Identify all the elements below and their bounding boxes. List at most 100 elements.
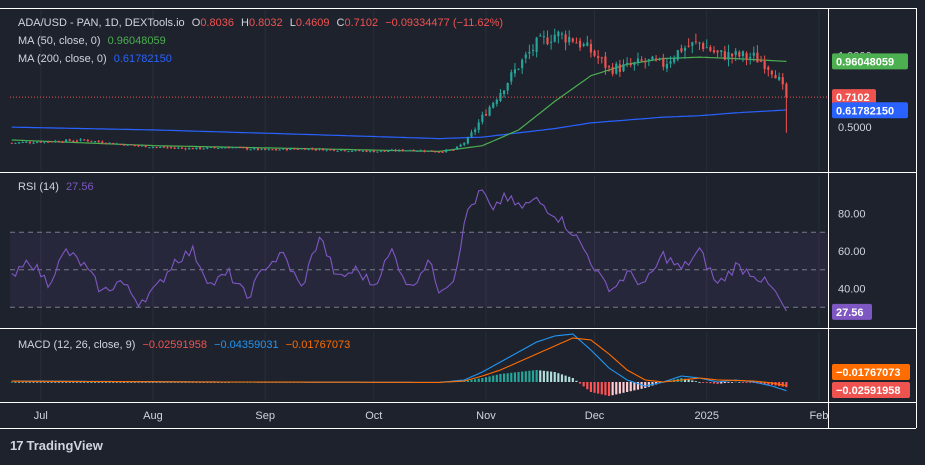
macd-histogram-bar[interactable] xyxy=(568,376,571,382)
candle[interactable] xyxy=(336,150,339,152)
candle[interactable] xyxy=(202,147,205,150)
candle[interactable] xyxy=(495,98,498,107)
candle[interactable] xyxy=(474,127,477,136)
candle[interactable] xyxy=(687,38,690,48)
macd-histogram-bar[interactable] xyxy=(597,382,600,394)
candle[interactable] xyxy=(550,34,553,50)
macd-histogram-bar[interactable] xyxy=(542,370,545,382)
macd-histogram-bar[interactable] xyxy=(108,381,111,383)
macd-histogram-bar[interactable] xyxy=(155,381,158,383)
candle[interactable] xyxy=(104,142,108,145)
candle[interactable] xyxy=(358,149,361,152)
macd-histogram-bar[interactable] xyxy=(698,382,701,383)
candle[interactable] xyxy=(702,41,705,52)
macd-histogram-bar[interactable] xyxy=(767,382,770,385)
candle[interactable] xyxy=(213,146,216,149)
candle[interactable] xyxy=(253,147,256,151)
candle[interactable] xyxy=(441,151,444,153)
candle[interactable] xyxy=(249,148,252,151)
candle[interactable] xyxy=(220,146,223,149)
candle[interactable] xyxy=(437,151,440,153)
macd-histogram-bar[interactable] xyxy=(14,381,17,383)
candle[interactable] xyxy=(419,149,422,152)
macd-histogram-bar[interactable] xyxy=(79,381,82,383)
macd-histogram-bar[interactable] xyxy=(159,381,162,383)
candle[interactable] xyxy=(654,55,658,62)
macd-histogram-bar[interactable] xyxy=(57,381,60,383)
macd-histogram-bar[interactable] xyxy=(484,377,488,382)
macd-histogram-bar[interactable] xyxy=(626,382,629,392)
macd-histogram-bar[interactable] xyxy=(17,381,21,383)
macd-histogram-bar[interactable] xyxy=(575,380,578,382)
candle[interactable] xyxy=(510,69,513,85)
macd-histogram-bar[interactable] xyxy=(43,381,46,383)
rsi-line[interactable] xyxy=(11,189,787,312)
candle[interactable] xyxy=(332,149,336,152)
macd-histogram-bar[interactable] xyxy=(130,381,133,383)
candle[interactable] xyxy=(101,140,104,144)
candle[interactable] xyxy=(553,28,556,43)
candle[interactable] xyxy=(709,45,712,53)
macd-histogram-bar[interactable] xyxy=(636,382,640,390)
tradingview-brand[interactable]: 17 TradingView xyxy=(10,438,103,453)
candle[interactable] xyxy=(571,37,574,44)
candle[interactable] xyxy=(271,149,274,151)
macd-histogram-bar[interactable] xyxy=(564,375,567,382)
candle[interactable] xyxy=(401,148,404,152)
candle[interactable] xyxy=(256,148,260,151)
macd-histogram-bar[interactable] xyxy=(615,382,618,395)
ma200-price-pill[interactable]: 0.61782150 xyxy=(832,102,908,119)
candle[interactable] xyxy=(32,141,35,144)
candle[interactable] xyxy=(75,139,79,143)
macd-histogram-bar[interactable] xyxy=(687,379,690,382)
candle[interactable] xyxy=(676,49,679,62)
candle[interactable] xyxy=(680,44,683,54)
candle[interactable] xyxy=(524,51,527,64)
macd-histogram-bar[interactable] xyxy=(524,371,527,382)
macd-histogram-bar[interactable] xyxy=(488,376,491,382)
macd-histogram-bar[interactable] xyxy=(531,370,535,382)
candle[interactable] xyxy=(191,147,194,150)
candle[interactable] xyxy=(756,45,759,63)
candle[interactable] xyxy=(774,70,777,79)
macd-histogram-bar[interactable] xyxy=(506,373,509,382)
candle[interactable] xyxy=(770,69,773,79)
macd-histogram-bar[interactable] xyxy=(720,382,723,384)
candle[interactable] xyxy=(597,50,600,64)
macd-histogram-bar[interactable] xyxy=(492,375,495,382)
macd-histogram-bar[interactable] xyxy=(65,381,68,383)
macd-histogram-bar[interactable] xyxy=(611,382,614,396)
candle[interactable] xyxy=(398,149,401,152)
candle[interactable] xyxy=(582,42,585,48)
macd-histogram-bar[interactable] xyxy=(470,379,473,382)
macd-histogram-bar[interactable] xyxy=(61,381,64,383)
candle[interactable] xyxy=(50,140,53,143)
candle[interactable] xyxy=(448,149,451,151)
macd-histogram-bar[interactable] xyxy=(546,371,549,382)
macd-histogram-bar[interactable] xyxy=(521,371,524,382)
candle[interactable] xyxy=(151,146,155,149)
candle[interactable] xyxy=(264,148,267,151)
macd-histogram-bar[interactable] xyxy=(535,370,538,382)
candle[interactable] xyxy=(727,44,730,67)
candle[interactable] xyxy=(141,145,144,147)
macd-histogram-bar[interactable] xyxy=(93,381,97,383)
macd-histogram-bar[interactable] xyxy=(90,381,93,383)
candle[interactable] xyxy=(300,147,303,150)
candle[interactable] xyxy=(535,36,538,58)
macd-histogram-bar[interactable] xyxy=(151,381,155,383)
candle[interactable] xyxy=(162,145,165,149)
candle[interactable] xyxy=(36,141,39,144)
candle[interactable] xyxy=(394,148,397,152)
macd-histogram-bar[interactable] xyxy=(97,381,100,383)
candle[interactable] xyxy=(560,31,564,40)
ma50-price-pill[interactable]: 0.96048059 xyxy=(832,53,908,70)
candle[interactable] xyxy=(350,150,354,152)
candle[interactable] xyxy=(235,146,238,149)
rsi-value-pill[interactable]: 27.56 xyxy=(832,303,872,320)
macd-histogram-bar[interactable] xyxy=(25,381,28,383)
candle[interactable] xyxy=(521,58,524,74)
macd-histogram-bar[interactable] xyxy=(604,382,607,396)
macd-histogram-bar[interactable] xyxy=(763,382,766,385)
